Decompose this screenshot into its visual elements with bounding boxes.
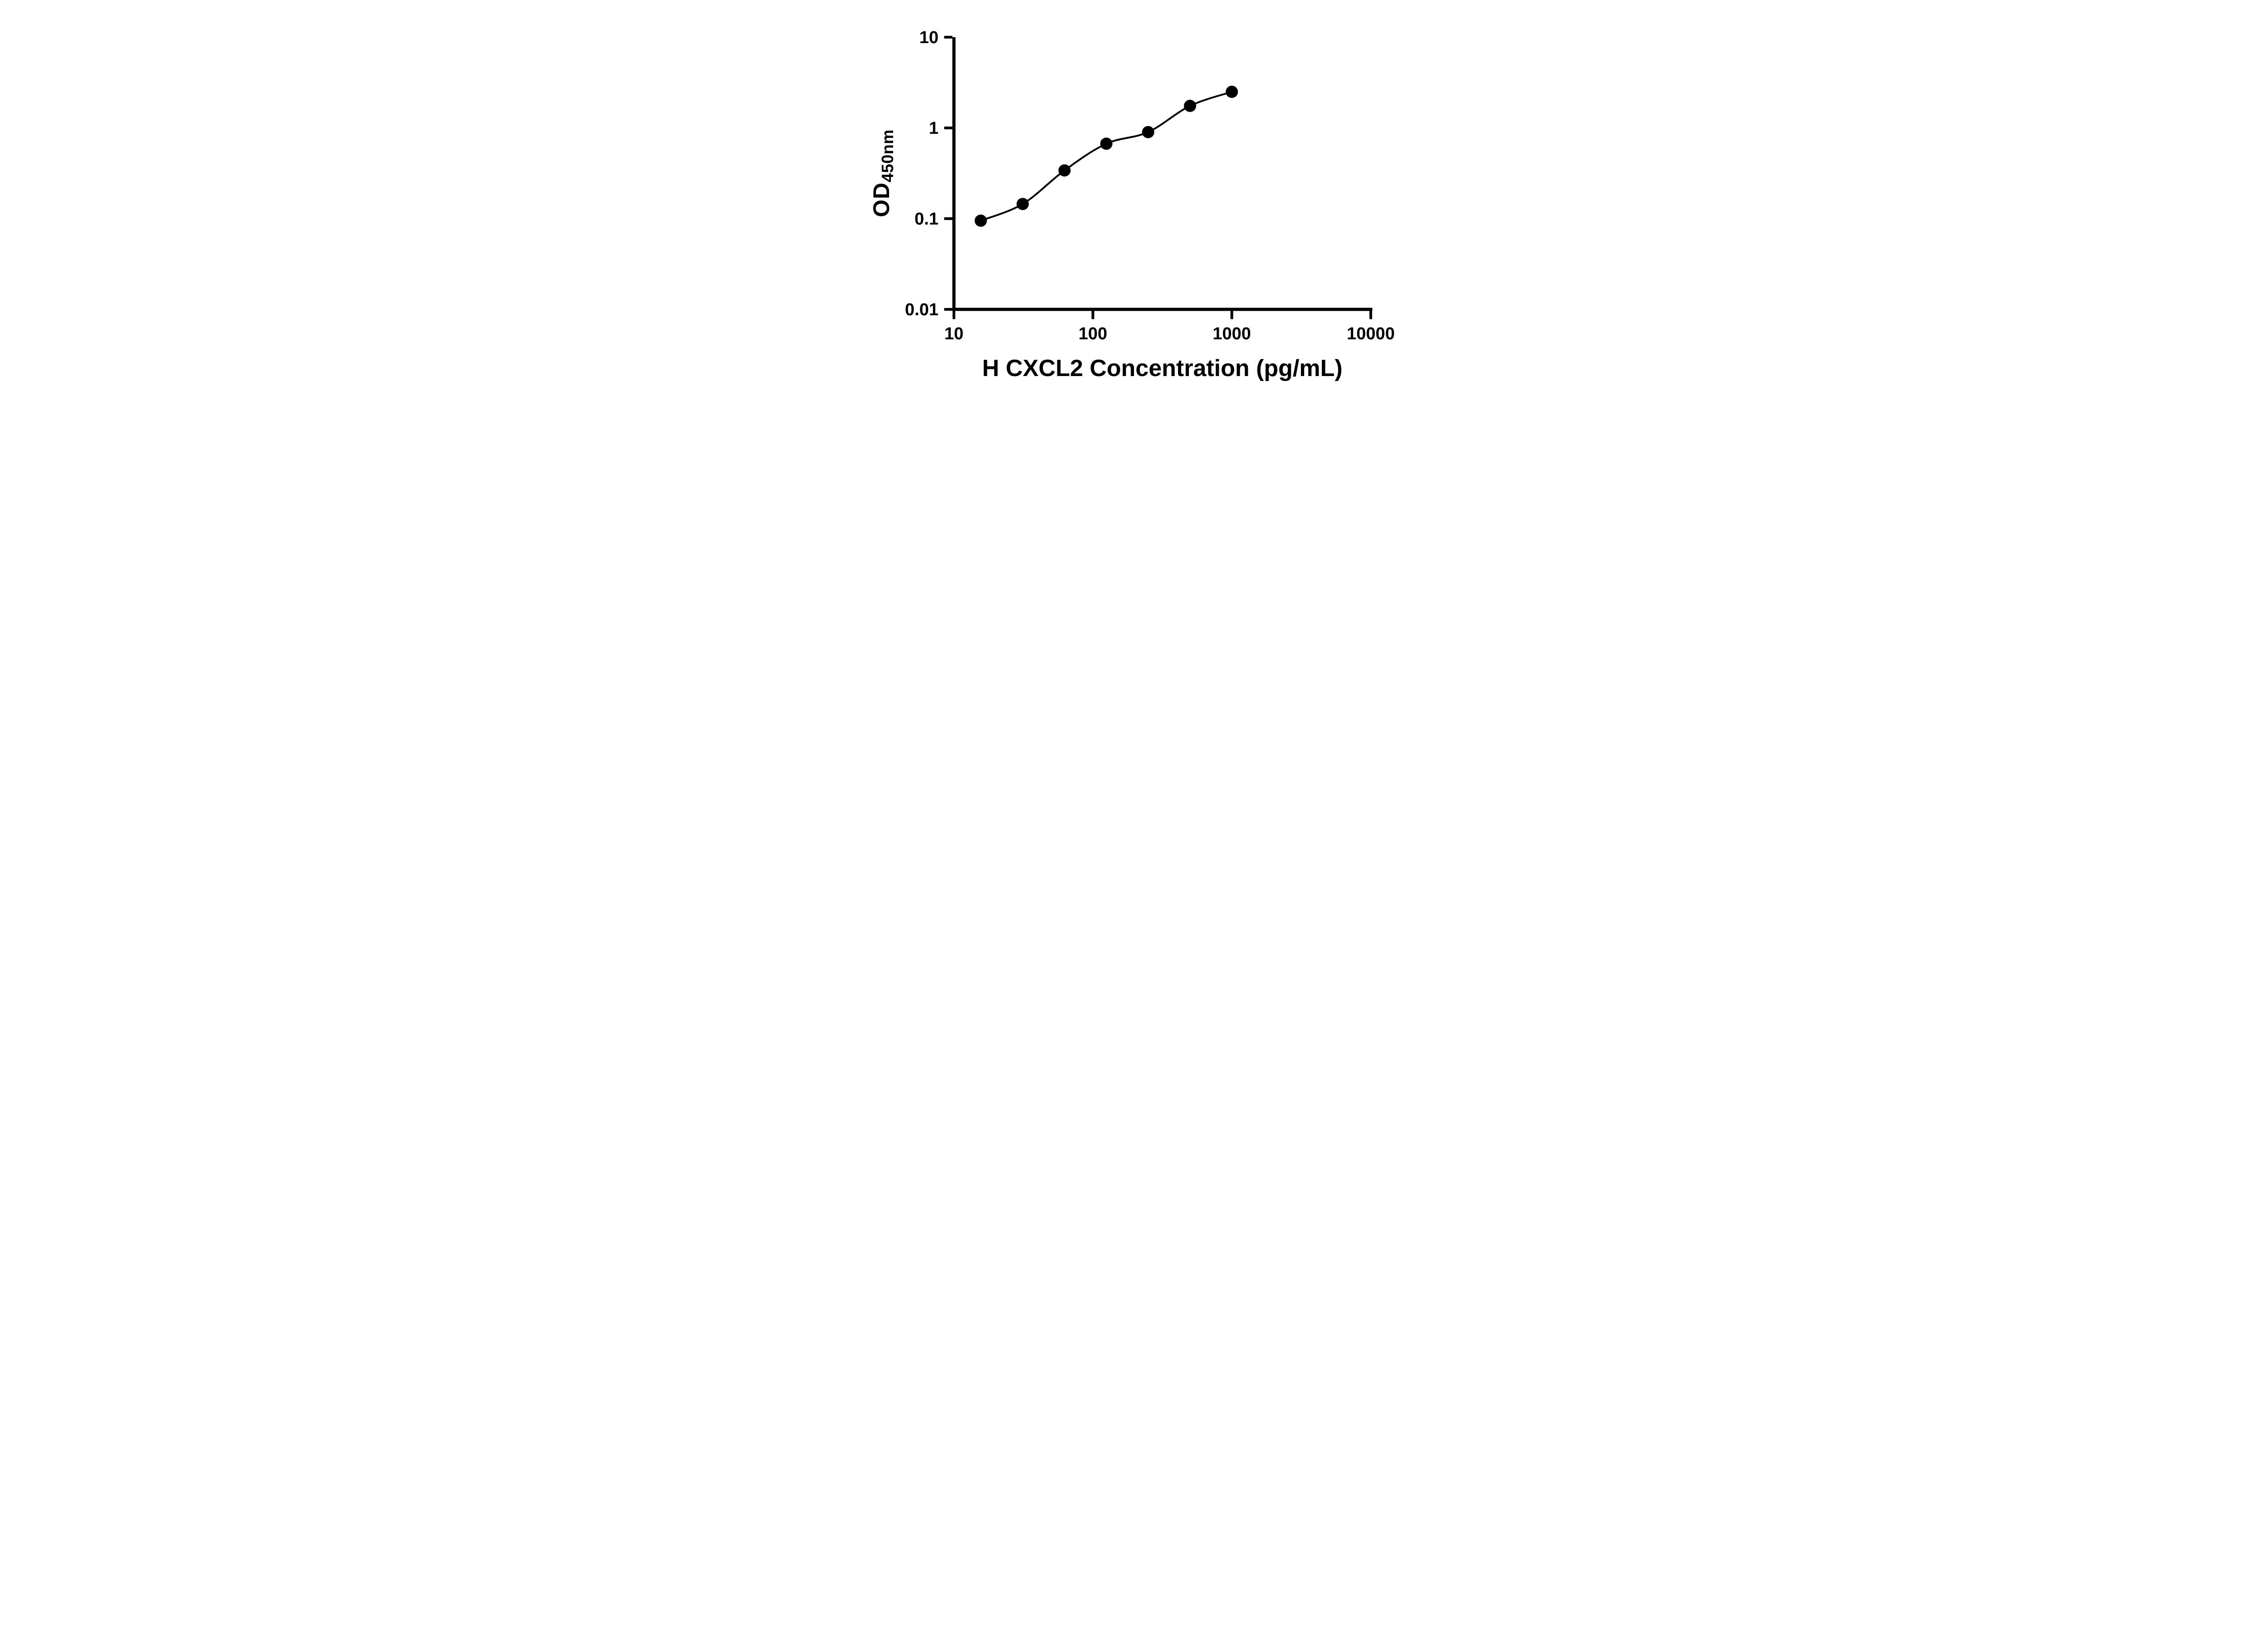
standard-curve-figure: 10 100 1000 10000 0.01 0.1 1 10 OD450nm H CXCL2… <box>842 0 1426 408</box>
data-point <box>1142 126 1154 138</box>
data-point <box>1058 164 1070 177</box>
x-axis-label: H CXCL2 Concentration (pg/mL) <box>982 355 1343 381</box>
y-tick-label: 1 <box>929 119 938 138</box>
data-point <box>1016 198 1029 210</box>
y-axis-label-main: OD <box>868 182 894 217</box>
y-tick-label: 10 <box>919 28 938 47</box>
x-tick-label: 100 <box>1078 324 1107 343</box>
y-axis-label-subscript: 450nm <box>878 129 897 182</box>
data-point <box>1100 137 1112 150</box>
x-tick-label: 10 <box>944 324 963 343</box>
x-tick-label: 10000 <box>1347 324 1395 343</box>
y-tick-label: 0.1 <box>914 210 938 229</box>
data-point <box>1183 99 1196 112</box>
y-tick-label: 0.01 <box>905 300 938 319</box>
plot-area: 10 100 1000 10000 0.01 0.1 1 10 <box>905 28 1395 343</box>
x-tick-label: 1000 <box>1212 324 1251 343</box>
y-axis-label: OD450nm <box>868 129 897 217</box>
data-point <box>1225 85 1238 98</box>
data-point <box>974 215 987 227</box>
